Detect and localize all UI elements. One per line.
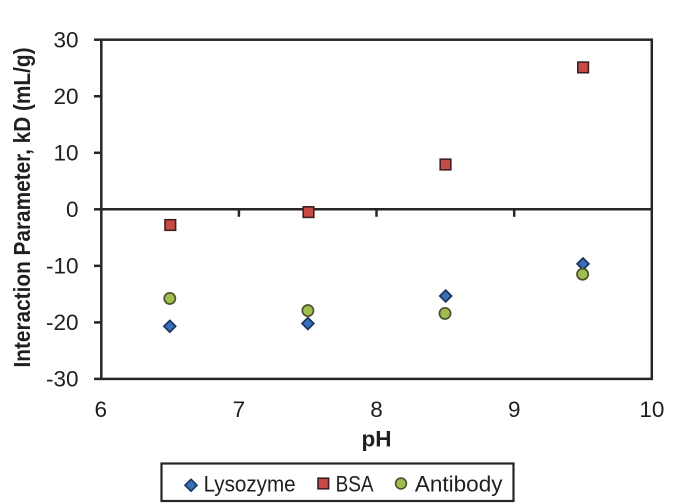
- svg-text:10: 10: [53, 141, 78, 166]
- svg-text:Interaction Parameter, kD (mL/: Interaction Parameter, kD (mL/g): [9, 48, 35, 368]
- svg-text:10: 10: [639, 397, 664, 422]
- svg-text:pH: pH: [362, 427, 392, 452]
- svg-text:Antibody: Antibody: [415, 472, 503, 497]
- svg-text:Lysozyme: Lysozyme: [204, 472, 296, 497]
- svg-text:0: 0: [66, 197, 79, 222]
- svg-text:-10: -10: [46, 254, 79, 279]
- svg-text:6: 6: [95, 397, 108, 422]
- svg-text:7: 7: [233, 397, 246, 422]
- svg-text:8: 8: [370, 397, 383, 422]
- svg-text:BSA: BSA: [336, 472, 374, 497]
- svg-text:-30: -30: [46, 367, 79, 392]
- svg-text:-20: -20: [46, 310, 79, 335]
- svg-text:30: 30: [53, 28, 78, 53]
- svg-text:20: 20: [53, 84, 78, 109]
- svg-text:9: 9: [508, 397, 521, 422]
